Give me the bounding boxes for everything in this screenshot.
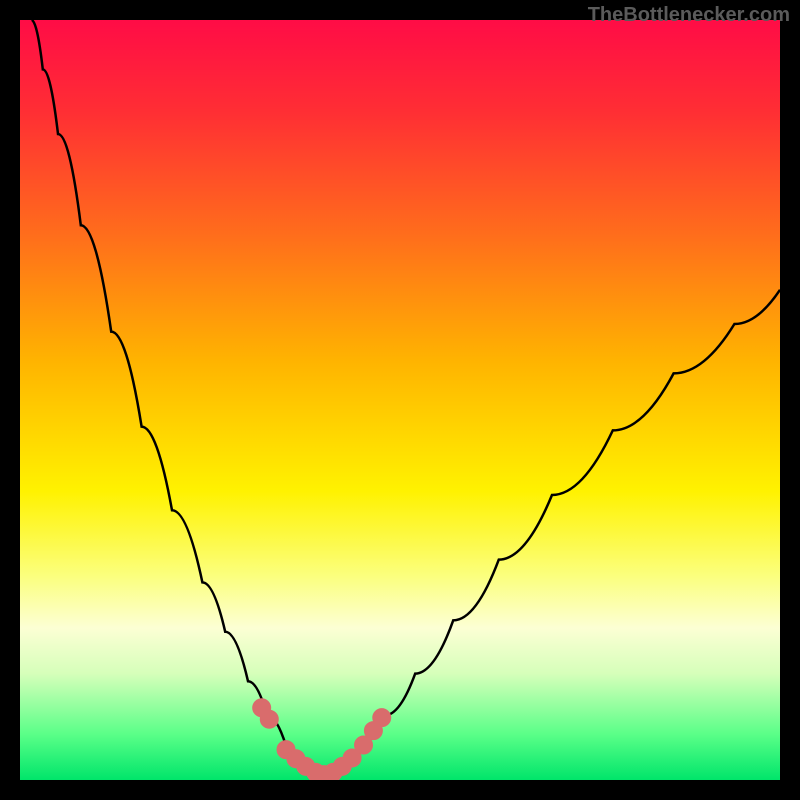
watermark-text: TheBottlenecker.com	[588, 4, 790, 27]
chart-container: TheBottlenecker.com	[0, 0, 800, 800]
curve-marker	[373, 709, 391, 727]
gradient-background	[20, 20, 780, 780]
curve-marker	[260, 710, 278, 728]
bottleneck-chart	[20, 20, 780, 780]
